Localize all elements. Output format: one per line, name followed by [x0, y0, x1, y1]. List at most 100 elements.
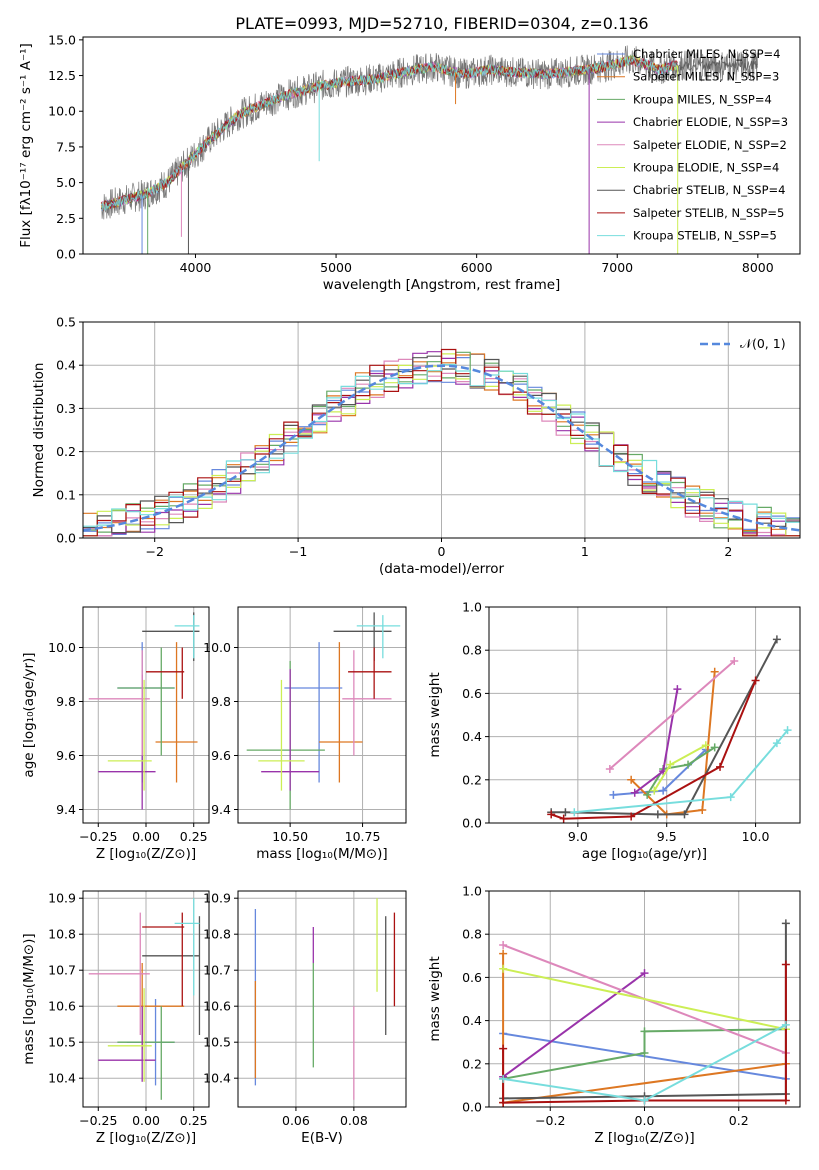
x-tick-label: 1: [581, 544, 589, 559]
mass-weight-marker: [710, 743, 719, 752]
y-axis-label: mass [log₁₀(M/M⊙)]: [21, 933, 37, 1064]
legend-entry: Salpeter MILES, N_SSP=3: [633, 70, 779, 84]
y-tick-label: 10.0: [203, 640, 231, 655]
x-tick-label: 5000: [320, 260, 352, 275]
mass-weight-marker: [605, 765, 614, 773]
mass-weight-marker: [772, 635, 781, 644]
y-tick-label: 0.4: [56, 358, 76, 373]
mass-weight-marker: [781, 960, 790, 969]
y-tick-label: 15.0: [48, 32, 76, 47]
y-tick-label: 9.6: [211, 748, 231, 763]
mass-weight-marker: [716, 762, 725, 771]
x-axis-label: Z [log₁₀(Z/Z⊙)]: [594, 1130, 694, 1146]
x-tick-label: 0.06: [282, 1113, 310, 1128]
y-tick-label: 0.1: [56, 487, 76, 502]
y-tick-label: 10.8: [48, 927, 76, 942]
y-tick-label: 10.4: [48, 1071, 76, 1086]
y-axis-label: mass weight: [427, 956, 443, 1041]
panel-mass_vs_Z: −0.25 0.00 0.25 10.4 10.5 10.6 10.7 10.8 10.9 Z […: [21, 890, 210, 1146]
legend-entry: Kroupa MILES, N_SSP=4: [633, 92, 772, 106]
x-tick-label: −0.25: [79, 829, 117, 844]
x-axis-label: (data-model)/error: [379, 561, 505, 577]
x-tick-label: 9.5: [657, 829, 677, 844]
mass-weight-marker: [561, 808, 570, 817]
y-tick-label: 0.0: [462, 1100, 482, 1115]
x-tick-label: 4000: [180, 260, 212, 275]
axes-frame: [488, 890, 801, 1108]
axes-frame: [82, 606, 210, 824]
mass-weight-marker: [570, 808, 579, 817]
y-tick-label: 0.6: [462, 686, 482, 701]
gaussian-curve: [83, 364, 800, 532]
y-tick-label: 0.0: [462, 816, 482, 831]
x-tick-label: 0.25: [180, 1113, 208, 1128]
y-tick-label: 10.5: [203, 1035, 231, 1050]
mass-weight-marker: [698, 806, 707, 815]
x-axis-label: mass [log₁₀(M/M⊙)]: [256, 846, 387, 862]
mass-weight-marker: [499, 1044, 508, 1053]
mass-weight-marker: [673, 685, 682, 694]
y-tick-label: 9.8: [211, 694, 231, 709]
spectrum-model-line: [100, 55, 678, 211]
mass-weight-marker: [684, 760, 693, 769]
x-axis-label: Z [log₁₀(Z/Z⊙)]: [96, 846, 196, 862]
mass-weight-marker: [751, 676, 760, 685]
panel-age_vs_mass: 10.50 10.75 9.4 9.6 9.8 10.0 mass [log₁₀(M/M⊙)…: [203, 606, 407, 862]
x-axis-label: E(B-V): [301, 1130, 343, 1146]
mass-weight-line: [574, 729, 789, 814]
x-tick-label: 0.00: [132, 1113, 160, 1128]
y-tick-label: 1.0: [462, 600, 482, 615]
y-tick-label: 9.4: [56, 802, 76, 817]
mass-weight-marker: [680, 810, 689, 819]
y-tick-label: 9.8: [56, 694, 76, 709]
mass-weight-marker: [499, 949, 508, 958]
mass-weight-marker: [730, 657, 739, 665]
mass-weight-line: [653, 744, 707, 792]
mass-weight-marker: [499, 941, 508, 949]
x-tick-label: 0.0: [635, 1113, 655, 1128]
legend-entry: Chabrier ELODIE, N_SSP=3: [633, 115, 788, 129]
y-tick-label: 10.6: [203, 999, 231, 1014]
mass-weight-marker: [781, 1096, 790, 1105]
plot-area-mass_vs_Z: [83, 891, 209, 1107]
x-tick-label: 0.08: [340, 1113, 368, 1128]
mass-weight-marker: [781, 919, 790, 928]
mass-weight-marker: [547, 810, 556, 819]
y-axis-label: mass weight: [427, 672, 443, 757]
y-tick-label: 10.7: [48, 963, 76, 978]
mass-weight-marker: [772, 739, 781, 748]
x-tick-label: 10.0: [742, 829, 770, 844]
x-tick-label: −1: [289, 544, 307, 559]
x-axis-label: Z [log₁₀(Z/Z⊙)]: [96, 1130, 196, 1146]
x-tick-label: 2: [724, 544, 732, 559]
mass-weight-marker: [499, 1098, 508, 1107]
panel-mass_weight_vs_age: 9.0 9.5 10.0 0.0 0.2 0.4 0.6 0.8 1.0 age [log₁₀(a…: [427, 600, 801, 862]
y-tick-label: 2.5: [56, 211, 76, 226]
plot-area-age_vs_Z: [83, 607, 209, 823]
legend-entry: Salpeter STELIB, N_SSP=5: [633, 206, 784, 220]
y-tick-label: 7.5: [56, 139, 76, 154]
legend-entry: Kroupa ELODIE, N_SSP=4: [633, 161, 779, 175]
plot-area-mass_weight_vs_age: [489, 607, 800, 823]
axes-frame: [237, 890, 407, 1108]
mass-weight-marker: [609, 790, 618, 799]
mass-weight-marker: [499, 1074, 508, 1083]
y-tick-label: 9.6: [56, 748, 76, 763]
x-tick-label: 0.00: [132, 829, 160, 844]
axes-frame: [82, 321, 801, 539]
axes-frame: [237, 606, 407, 824]
y-axis-label: Normed distribution: [31, 363, 47, 498]
legend-entry: Chabrier STELIB, N_SSP=4: [633, 183, 785, 197]
y-tick-label: 0.2: [56, 444, 76, 459]
y-tick-label: 0.5: [56, 315, 76, 330]
y-axis-label: age [log₁₀(age/yr)]: [21, 652, 37, 777]
mass-weight-marker: [653, 810, 662, 819]
residual-histogram: [83, 353, 800, 535]
plot-area-spectrum: [100, 45, 758, 254]
plot-area-mass_weight_vs_Z: [489, 891, 800, 1107]
x-tick-label: 10.75: [345, 829, 381, 844]
mass-weight-line: [502, 1028, 786, 1080]
mass-weight-line: [551, 638, 778, 816]
y-tick-label: 0.4: [462, 729, 482, 744]
